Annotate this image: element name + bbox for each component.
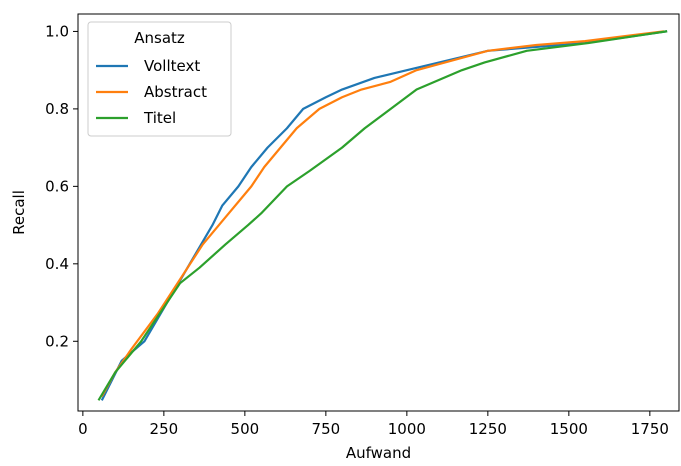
x-tick-label: 250 [150, 420, 179, 438]
x-tick-label: 1500 [550, 420, 588, 438]
x-tick-label: 0 [78, 420, 88, 438]
x-tick-label: 1000 [388, 420, 426, 438]
y-tick-label: 1.0 [45, 22, 69, 40]
legend-box [87, 21, 232, 137]
x-tick-label: 750 [312, 420, 341, 438]
y-tick-label: 0.6 [45, 177, 69, 195]
legend-entries: Volltext Abstract Titel [96, 57, 207, 127]
legend: Ansatz Volltext Abstract Titel [87, 21, 232, 137]
series-layer [97, 30, 668, 401]
y-axis-label: Recall [10, 190, 28, 235]
legend-label-abstract: Abstract [144, 83, 207, 101]
x-axis-label: Aufwand [346, 444, 411, 462]
legend-title: Ansatz [134, 29, 185, 47]
y-tick-label: 0.2 [45, 332, 69, 350]
y-tick-label: 0.8 [45, 100, 69, 118]
x-axis-ticks: 0 250 500 750 1000 1250 1500 1750 [78, 411, 669, 438]
x-tick-label: 500 [231, 420, 260, 438]
x-tick-label: 1750 [631, 420, 669, 438]
axes [77, 13, 680, 412]
legend-label-titel: Titel [143, 109, 176, 127]
y-axis-ticks: 0.2 0.4 0.6 0.8 1.0 [45, 22, 78, 350]
series-line-titel [97, 30, 668, 401]
x-tick-label: 1250 [469, 420, 507, 438]
legend-label-volltext: Volltext [144, 57, 200, 75]
plot-frame [77, 13, 680, 412]
y-tick-label: 0.4 [45, 255, 69, 273]
series-line-abstract [100, 30, 665, 398]
